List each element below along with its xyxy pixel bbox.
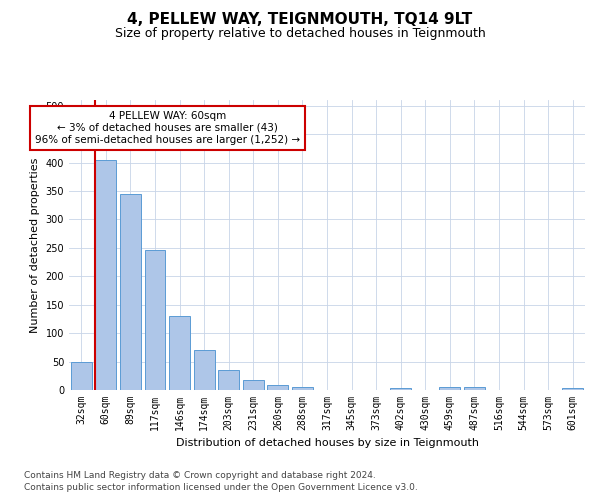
Bar [439,386,460,390]
Bar [120,194,141,390]
Text: 4 PELLEW WAY: 60sqm
← 3% of detached houses are smaller (43)
96% of semi-detache: 4 PELLEW WAY: 60sqm ← 3% of detached hou… [35,112,300,144]
Bar [390,388,411,390]
Y-axis label: Number of detached properties: Number of detached properties [30,158,40,332]
Bar [95,160,116,390]
Text: Size of property relative to detached houses in Teignmouth: Size of property relative to detached ho… [115,28,485,40]
Bar [243,380,264,390]
Bar [145,250,166,390]
Bar [464,387,485,390]
Bar [562,388,583,390]
Bar [194,350,215,390]
Bar [268,386,289,390]
Text: 4, PELLEW WAY, TEIGNMOUTH, TQ14 9LT: 4, PELLEW WAY, TEIGNMOUTH, TQ14 9LT [127,12,473,28]
Bar [169,316,190,390]
Text: Contains HM Land Registry data © Crown copyright and database right 2024.: Contains HM Land Registry data © Crown c… [24,471,376,480]
X-axis label: Distribution of detached houses by size in Teignmouth: Distribution of detached houses by size … [176,438,479,448]
Bar [218,370,239,390]
Bar [292,387,313,390]
Text: Contains public sector information licensed under the Open Government Licence v3: Contains public sector information licen… [24,484,418,492]
Bar [71,362,92,390]
